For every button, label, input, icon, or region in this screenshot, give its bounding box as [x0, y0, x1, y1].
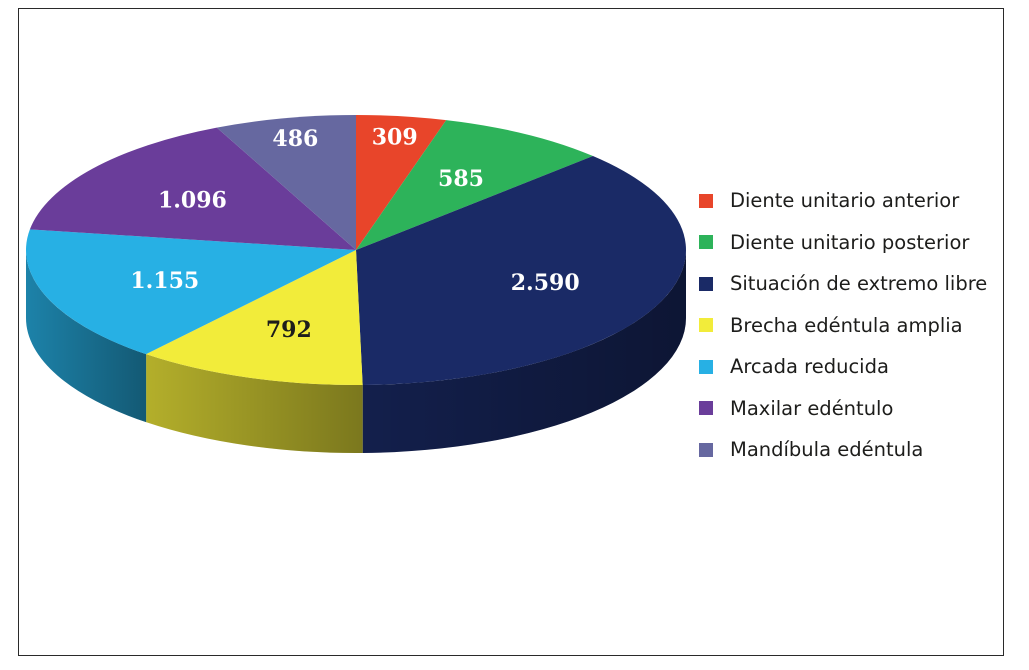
data-label-diente-unitario-anterior: 309: [372, 124, 418, 150]
data-label-arcada-reducida: 1.155: [130, 268, 199, 294]
legend-item-situacion-de-extremo-libre: Situación de extremo libre: [699, 263, 1009, 305]
pie-slice-situacion-de-extremo-libre: [356, 156, 686, 385]
legend-label: Situación de extremo libre: [730, 272, 988, 296]
legend-item-diente-unitario-posterior: Diente unitario posterior: [699, 222, 1009, 264]
pie-slice-mandibula-edentula: [216, 115, 356, 250]
legend-label: Maxilar edéntulo: [730, 396, 894, 420]
legend: Diente unitario anterior Diente unitario …: [699, 180, 1009, 471]
legend-item-diente-unitario-anterior: Diente unitario anterior: [699, 180, 1009, 222]
pie-slice-diente-unitario-posterior: [356, 120, 593, 250]
pie-slice-brecha-edentula-amplia: [146, 250, 363, 385]
legend-label: Diente unitario anterior: [730, 189, 960, 213]
legend-swatch: [699, 318, 713, 333]
pie-slice-diente-unitario-anterior: [356, 115, 447, 250]
legend-item-mandibula-edentula: Mandíbula edéntula: [699, 429, 1009, 471]
data-label-situacion-de-extremo-libre: 2.590: [511, 270, 580, 296]
legend-swatch: [699, 276, 713, 291]
legend-item-maxilar-edentulo: Maxilar edéntulo: [699, 388, 1009, 430]
pie-slice-maxilar-edentulo: [29, 127, 356, 250]
legend-label: Brecha edéntula amplia: [730, 313, 963, 337]
pie-side-shade-arcada-reducida: [26, 250, 147, 423]
legend-swatch: [699, 442, 713, 457]
legend-item-arcada-reducida: Arcada reducida: [699, 346, 1009, 388]
legend-label: Arcada reducida: [730, 355, 889, 379]
pie-slice-arcada-reducida: [26, 229, 357, 355]
pie-side-shade-brecha-edentula-amplia: [146, 354, 363, 453]
legend-swatch: [699, 359, 713, 374]
legend-swatch: [699, 193, 713, 208]
data-label-maxilar-edentulo: 1.096: [158, 188, 227, 214]
legend-swatch: [699, 235, 713, 250]
data-label-mandibula-edentula: 486: [272, 126, 318, 152]
data-label-brecha-edentula-amplia: 792: [266, 317, 312, 343]
legend-label: Diente unitario posterior: [730, 230, 970, 254]
legend-item-brecha-edentula-amplia: Brecha edéntula amplia: [699, 305, 1009, 347]
legend-swatch: [699, 401, 713, 416]
legend-label: Mandíbula edéntula: [730, 438, 924, 462]
pie-side-shade-situacion-de-extremo-libre: [362, 250, 686, 453]
data-label-diente-unitario-posterior: 585: [438, 166, 484, 192]
